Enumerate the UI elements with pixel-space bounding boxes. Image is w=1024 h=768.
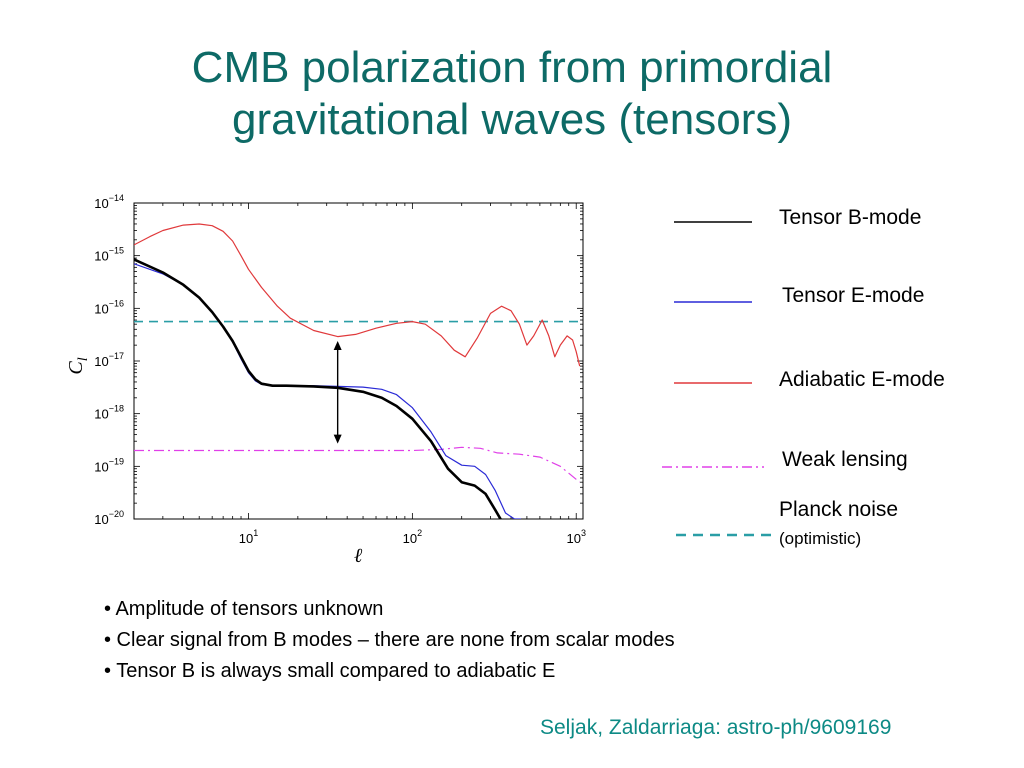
legend-label-tensor-b: Tensor B-mode [779, 206, 922, 229]
legend-label-tensor-e: Tensor E-mode [782, 284, 925, 307]
bullet-item: • Clear signal from B modes – there are … [104, 629, 675, 651]
y-tick-label: 10−19 [94, 456, 124, 474]
y-tick-label: 10−16 [94, 298, 124, 316]
x-tick-label: 101 [239, 528, 258, 546]
bullet-list: • Amplitude of tensors unknown • Clear s… [104, 594, 675, 687]
y-tick-label: 10−17 [94, 351, 124, 369]
title-line-2: gravitational waves (tensors) [231, 95, 792, 144]
arrow-head-up [333, 340, 342, 350]
x-axis-label: ℓ [354, 545, 363, 567]
citation: Seljak, Zaldarriaga: astro-ph/9609169 [540, 716, 892, 739]
y-tick-label: 10−14 [94, 193, 124, 211]
title-line-1: CMB polarization from primordial [191, 43, 833, 92]
arrow-head-down [333, 434, 342, 444]
bullet-item: • Amplitude of tensors unknown [104, 598, 384, 620]
series-line-tensor-e-mode [134, 263, 521, 519]
legend-label-planck-noise: Planck noise [779, 498, 899, 521]
y-tick-label: 10−20 [94, 509, 124, 527]
x-tick-label: 102 [403, 528, 422, 546]
x-tick-label: 103 [566, 528, 585, 546]
legend-label-weak-lensing: Weak lensing [782, 448, 908, 471]
legend-label-adiabatic-e: Adiabatic E-mode [779, 368, 945, 391]
series-line-weak-lensing [134, 446, 581, 483]
y-tick-label: 10−15 [94, 246, 124, 264]
y-axis-label: Cl [65, 357, 91, 374]
slide-title: CMB polarization from primordial gravita… [60, 42, 964, 146]
legend-sublabel-planck-noise: (optimistic) [779, 529, 862, 548]
plot-frame [133, 202, 584, 520]
y-tick-label: 10−18 [94, 404, 124, 422]
series-line-adiabatic-e-mode [134, 223, 581, 367]
series-line-tensor-b-mode [134, 258, 503, 519]
bullet-item: • Tensor B is always small compared to a… [104, 660, 556, 682]
